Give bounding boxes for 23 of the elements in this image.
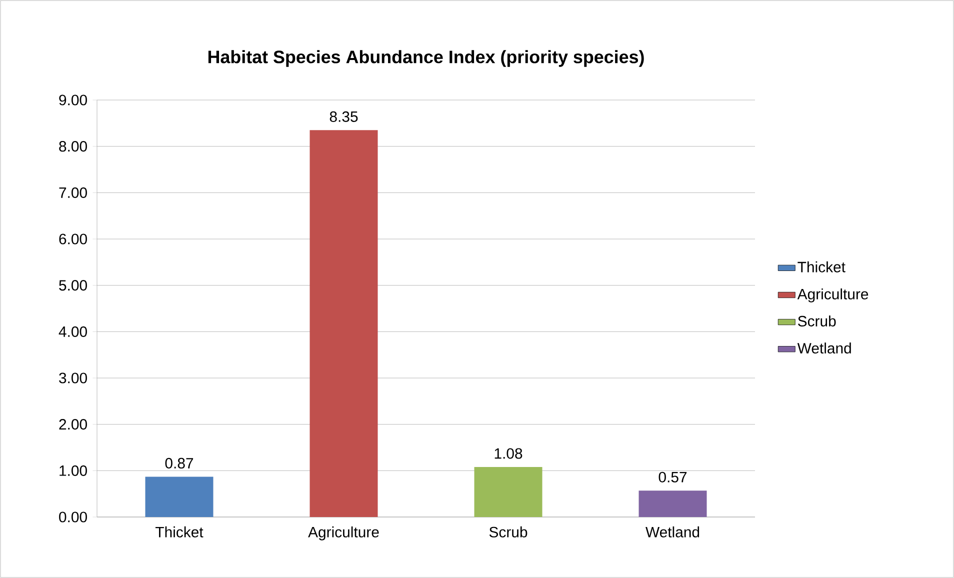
- y-tick-label: 2.00: [59, 419, 87, 430]
- data-label: 0.57: [658, 472, 687, 482]
- y-tick-label: 7.00: [59, 187, 87, 198]
- data-label: 8.35: [330, 111, 358, 122]
- y-tick-label: 1.00: [60, 465, 87, 476]
- y-tick-label: 6.00: [59, 234, 87, 244]
- data-label: 0.87: [165, 458, 194, 469]
- y-tick-label: 5.00: [59, 280, 87, 291]
- y-tick-label: 8.00: [59, 141, 87, 152]
- data-label: 1.08: [494, 448, 522, 459]
- x-tick-label: Thicket: [155, 526, 204, 538]
- legend-label: Thicket: [798, 261, 846, 272]
- legend-label: Agriculture: [797, 288, 868, 302]
- y-tick-label: 4.00: [58, 326, 87, 337]
- y-tick-label: 3.00: [59, 372, 87, 384]
- legend-label: Scrub: [798, 316, 836, 326]
- y-tick-label: 9.00: [59, 94, 87, 106]
- legend-label: Wetland: [797, 342, 851, 354]
- x-tick-label: Agriculture: [308, 526, 379, 540]
- x-tick-label: Scrub: [489, 526, 528, 538]
- chart-title: Habitat Species Abundance Index (priority species): [208, 50, 644, 67]
- x-tick-label: Wetland: [646, 526, 700, 538]
- y-tick-label: 0.00: [59, 512, 87, 522]
